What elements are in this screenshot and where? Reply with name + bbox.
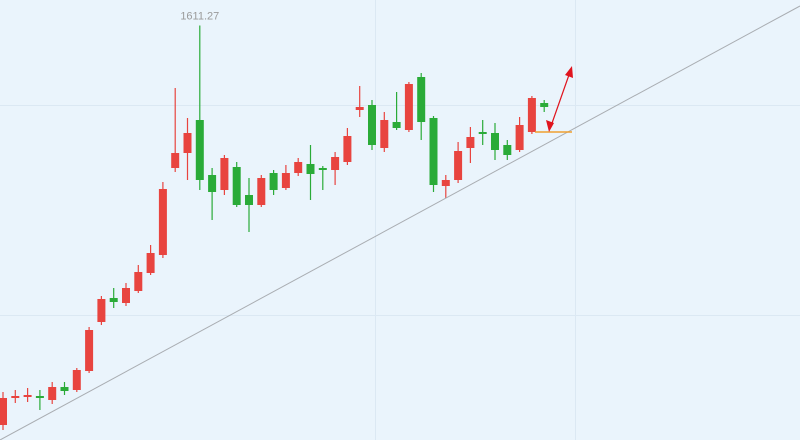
candle-body (220, 158, 229, 190)
candle-body (491, 133, 499, 150)
candle-body (281, 173, 290, 188)
candle-body (232, 167, 241, 205)
candle-body (392, 122, 401, 128)
candle-body (331, 157, 340, 170)
candle-body (122, 288, 130, 303)
trend-line (0, 5, 800, 440)
candle-body (478, 132, 487, 134)
candle-body (269, 173, 278, 190)
candle-body (195, 120, 204, 180)
candle-body (503, 145, 512, 155)
candle-body (97, 299, 106, 322)
candle-body (60, 387, 69, 391)
candle-body (368, 105, 376, 145)
arrow-shaft (550, 71, 571, 127)
candle-body (85, 330, 94, 371)
candle-body (0, 398, 7, 425)
candle-body (404, 84, 413, 130)
candle-body (466, 137, 475, 148)
candle-body (540, 103, 549, 107)
candle-body (171, 153, 180, 168)
candle-body (158, 189, 167, 255)
candle-body (294, 162, 303, 173)
arrow-head (565, 66, 573, 78)
candle-body (417, 77, 426, 122)
candle-body (454, 151, 463, 180)
candles (0, 25, 549, 430)
candle-body (245, 195, 253, 205)
candle-body (72, 370, 81, 390)
candle-body (380, 120, 389, 148)
candle-body (11, 396, 20, 398)
candle-body (48, 387, 57, 400)
candle-body (183, 133, 192, 153)
candle-body (318, 168, 327, 170)
double-arrow (546, 66, 573, 132)
candle-body (441, 180, 450, 186)
candle-body (35, 396, 44, 398)
candle-body (355, 107, 364, 110)
candle-body (515, 125, 524, 150)
high-label: 1611.27 (180, 10, 219, 22)
candle-body (109, 298, 118, 302)
candle-body (527, 98, 536, 132)
candle-body (146, 253, 155, 273)
candle-body (306, 164, 315, 174)
candle-body (134, 272, 143, 291)
arrow-head (546, 120, 554, 132)
candle-body (429, 118, 438, 185)
candle-body (343, 136, 352, 162)
candle-body (208, 175, 217, 192)
candle-body (23, 395, 32, 397)
candle-body (257, 178, 266, 205)
